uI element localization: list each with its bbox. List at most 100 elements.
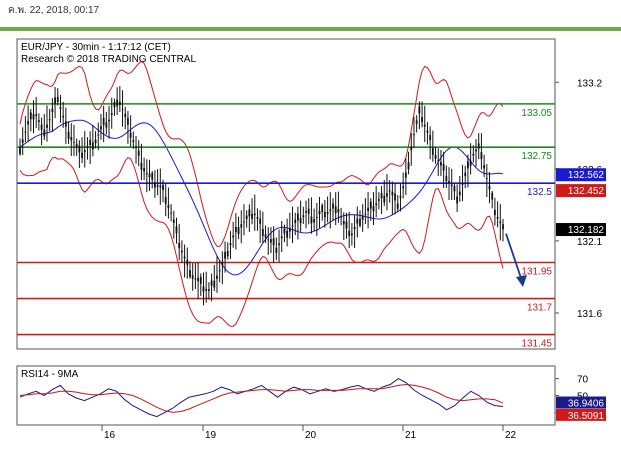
candle-body	[283, 228, 286, 234]
candle-body	[386, 193, 388, 197]
candle-body	[221, 261, 224, 266]
candle-body	[151, 172, 154, 180]
candle-body	[51, 108, 54, 113]
candle-body	[245, 215, 248, 219]
candle-body	[186, 259, 189, 265]
candle-body	[102, 117, 105, 125]
candle-body	[205, 288, 208, 291]
candle-body	[118, 101, 121, 106]
candle-body	[202, 286, 205, 292]
candle-body	[27, 121, 29, 125]
time-tick-label: 20	[305, 430, 317, 441]
candle-body	[372, 205, 375, 212]
candle-body	[183, 256, 186, 259]
candle-body	[46, 124, 48, 128]
candle-body	[297, 213, 299, 221]
candle-body	[342, 220, 345, 225]
price-panel-frame	[16, 38, 556, 350]
candle-body	[485, 177, 488, 179]
candle-body	[423, 124, 426, 127]
candle-body	[251, 213, 253, 220]
time-axis: 16 19 20 21 22	[101, 425, 517, 441]
candle-body	[248, 209, 251, 217]
rsi-value-tag-label: 36.9406	[568, 399, 605, 410]
candle-body	[488, 185, 491, 190]
rsi-value-tag	[556, 396, 606, 409]
candle-body	[164, 197, 167, 204]
candle-body	[194, 278, 197, 280]
time-tick-label: 22	[505, 430, 517, 441]
candle-body	[170, 212, 173, 214]
candle-body	[305, 211, 307, 213]
candle-body	[97, 134, 100, 136]
candle-body	[475, 149, 477, 152]
candle-body	[162, 184, 164, 191]
candle-body	[89, 139, 92, 146]
candle-body	[364, 213, 367, 215]
candle-body	[108, 119, 110, 122]
candle-body	[180, 250, 183, 253]
candle-body	[100, 125, 102, 130]
candle-body	[477, 143, 480, 149]
candle-body	[431, 147, 434, 155]
chart-title: EUR/JPY - 30min - 1:17:12 (CET)	[21, 42, 171, 53]
candle-body	[199, 276, 202, 284]
candle-body	[127, 117, 129, 125]
candle-body	[407, 162, 410, 170]
price-tag	[556, 223, 606, 237]
candle-body	[237, 227, 240, 234]
candle-body	[302, 215, 305, 218]
candle-body	[19, 147, 21, 155]
level-label: 133.05	[521, 108, 552, 119]
candle-body	[396, 203, 399, 209]
candle-body	[434, 155, 437, 159]
candle-body	[377, 199, 380, 201]
price-tag-label: 132.562	[568, 170, 605, 181]
candle-body	[24, 131, 27, 133]
candle-body	[73, 142, 75, 144]
candle-body	[369, 201, 372, 209]
candle-body	[291, 225, 294, 227]
candle-body	[272, 238, 275, 246]
candle-body	[207, 289, 210, 291]
candle-body	[240, 224, 243, 228]
candle-body	[105, 122, 108, 128]
candle-body	[59, 107, 62, 109]
candle-body	[324, 212, 326, 218]
candle-body	[445, 175, 448, 182]
candle-body	[172, 219, 175, 223]
candle-body	[472, 153, 475, 156]
candle-body	[448, 181, 450, 183]
candle-body	[135, 146, 137, 149]
candle-body	[375, 203, 378, 206]
forecast-arrow	[505, 233, 527, 287]
price-tags: 132.562 132.452 132.182	[556, 168, 606, 237]
candle-body	[178, 242, 181, 249]
candle-body	[48, 119, 51, 121]
candle-body	[286, 230, 289, 238]
candle-body	[137, 150, 140, 156]
level-label: 132.5	[527, 187, 552, 198]
time-tick-label: 16	[104, 430, 116, 441]
time-tick-label: 21	[405, 430, 417, 441]
candle-body	[429, 135, 432, 141]
candle-body	[40, 124, 43, 130]
candle-body	[232, 235, 235, 238]
candle-body	[502, 224, 504, 230]
lower-band	[19, 156, 504, 327]
candle-body	[321, 205, 324, 213]
candle-body	[450, 184, 453, 187]
candle-body	[159, 185, 162, 188]
candle-body	[496, 216, 499, 219]
candle-body	[86, 145, 89, 148]
candle-body	[32, 114, 35, 120]
candle-body	[280, 236, 283, 239]
upper-band	[19, 61, 504, 247]
candle-body	[191, 275, 194, 279]
candle-body	[67, 131, 70, 139]
candle-body	[70, 136, 73, 141]
candle-body	[129, 132, 132, 138]
candle-body	[216, 275, 218, 279]
